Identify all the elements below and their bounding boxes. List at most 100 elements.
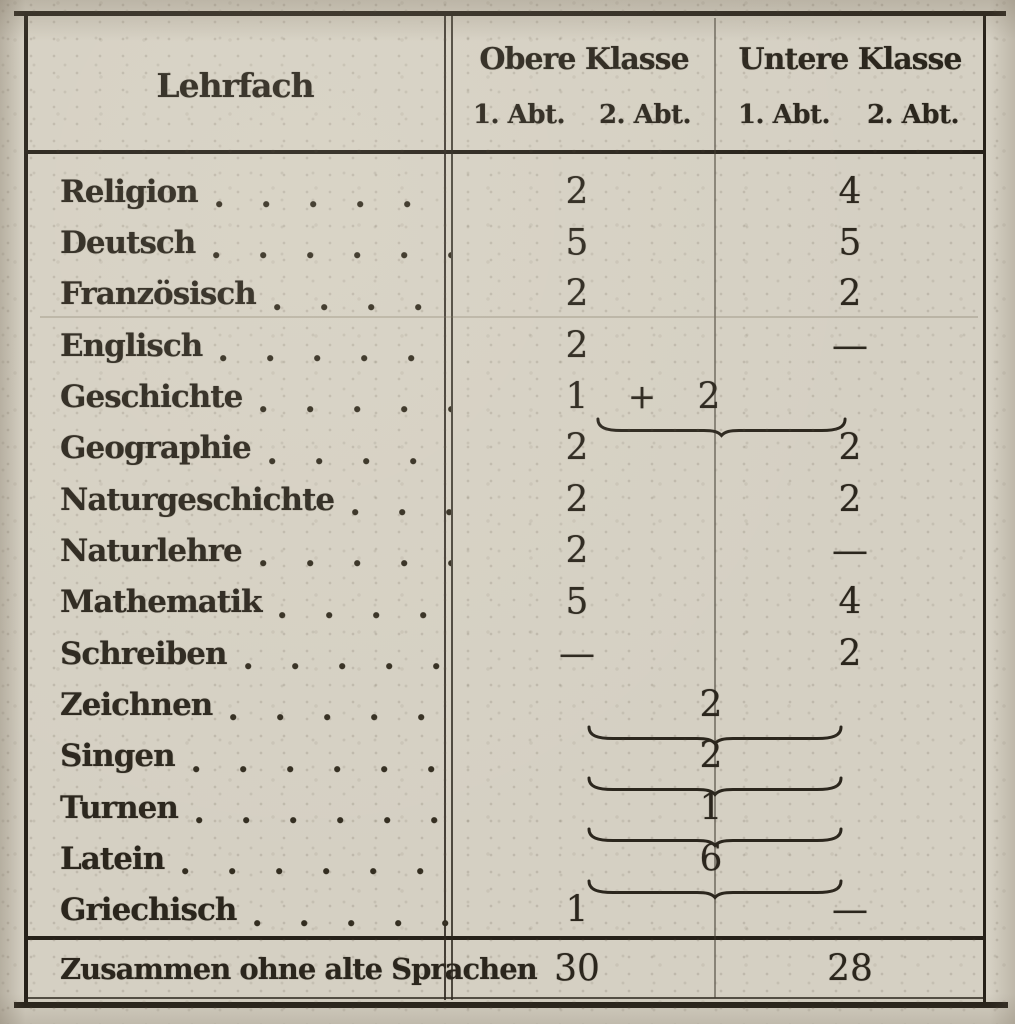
subject-cell: Geographie	[60, 423, 455, 474]
subject-name: Mathematik	[60, 584, 262, 621]
table-row-franzoesisch: Französisch 2 2	[25, 269, 983, 320]
untere-abt2-header: 2. Abt.	[866, 100, 960, 130]
table-row-schreiben: Schreiben — 2	[25, 628, 983, 679]
value-combined: 2	[699, 735, 723, 777]
value-combined: 2	[697, 376, 721, 418]
dot-leader	[244, 663, 451, 671]
subject-name: Latein	[60, 840, 165, 877]
subject-name: Griechisch	[60, 892, 237, 929]
table-row-naturgeschichte: Naturgeschichte 2 2	[25, 474, 983, 525]
obere-abt1-header: 1. Abt.	[472, 100, 566, 130]
value-obere: 5	[565, 581, 589, 623]
value-obere: 1	[565, 376, 589, 418]
class-column-divider	[714, 18, 716, 998]
subject-cell: Naturlehre	[60, 525, 455, 576]
table-row-turnen: Turnen 1	[25, 782, 983, 849]
subject-cell: Geschichte	[60, 371, 455, 422]
subject-cell: Französisch	[60, 269, 455, 320]
value-obere: 5	[565, 222, 589, 264]
dot-leader	[230, 714, 451, 722]
table-footer: Zusammen ohne alte Sprachen 30 28	[25, 941, 983, 996]
footer-total-obere: 30	[554, 948, 600, 989]
dot-leader	[182, 868, 451, 876]
subject-cell: Englisch	[60, 320, 455, 371]
subject-column-divider-inner	[451, 16, 453, 1000]
table-row-zeichnen: Zeichnen 2	[25, 679, 983, 746]
value-untere: —	[832, 325, 868, 367]
subject-name: Turnen	[60, 789, 179, 826]
dot-leader	[192, 765, 451, 773]
untere-abt1-header: 1. Abt.	[737, 100, 831, 130]
subject-name: Zeichnen	[60, 686, 213, 723]
value-untere: 4	[838, 581, 862, 623]
combined-brace	[596, 417, 847, 438]
combined-brace	[587, 879, 843, 900]
subject-cell: Mathematik	[60, 577, 455, 628]
table-row-geschichte: Geschichte 1 + 2	[25, 371, 983, 438]
subject-name: Französisch	[60, 276, 257, 313]
table-bottom-rule-thick	[14, 1002, 1008, 1008]
subject-cell: Griechisch	[60, 885, 455, 936]
footer-separator-rule	[25, 936, 983, 940]
value-untere: 2	[838, 479, 862, 521]
footer-label: Zusammen ohne alte Sprachen	[60, 951, 538, 986]
value-obere: 2	[565, 273, 589, 315]
subject-column-divider-outer	[444, 16, 446, 1000]
value-obere: 2	[565, 171, 589, 213]
dot-leader	[195, 817, 451, 825]
table-body: Religion 2 4 Deutsch 5 5 Französisch 2 2…	[25, 166, 983, 936]
obere-abt2-header: 2. Abt.	[598, 100, 692, 130]
dot-leader	[259, 560, 451, 568]
subject-cell: Schreiben	[60, 628, 455, 679]
table-row-latein: Latein 6	[25, 833, 983, 900]
table-right-border	[983, 14, 986, 1006]
value-combined: 2	[699, 684, 723, 726]
dot-leader	[254, 919, 451, 927]
value-untere: —	[832, 889, 868, 931]
value-combined: 6	[699, 838, 723, 880]
subject-cell: Latein	[60, 833, 455, 884]
subject-name: Englisch	[60, 327, 203, 364]
value-untere: 2	[838, 273, 862, 315]
combined-brace	[587, 725, 843, 746]
table-row-naturlehre: Naturlehre 2 —	[25, 525, 983, 576]
footer-total-untere: 28	[827, 948, 873, 989]
dot-leader	[352, 509, 451, 517]
dot-leader	[220, 355, 451, 363]
subject-name: Geschichte	[60, 378, 243, 415]
subject-cell: Religion	[60, 166, 455, 217]
dot-leader	[268, 457, 451, 465]
combined-brace	[587, 776, 843, 797]
obere-klasse-header: Obere Klasse	[479, 42, 689, 77]
subject-cell: Singen	[60, 731, 455, 782]
subject-name: Singen	[60, 738, 176, 775]
value-combined: 1	[699, 787, 723, 829]
table-left-border	[24, 14, 28, 1006]
subject-cell: Zeichnen	[60, 679, 455, 730]
table-row-deutsch: Deutsch 5 5	[25, 217, 983, 268]
dot-leader	[279, 611, 451, 619]
value-untere: 5	[838, 222, 862, 264]
value-untere: 4	[838, 171, 862, 213]
value-obere: 2	[565, 530, 589, 572]
subject-cell: Naturgeschichte	[60, 474, 455, 525]
scan-artifact-line	[40, 316, 978, 318]
table-row-mathematik: Mathematik 5 4	[25, 577, 983, 628]
dot-leader	[213, 252, 451, 260]
table-row-englisch: Englisch 2 —	[25, 320, 983, 371]
value-obere: 2	[565, 325, 589, 367]
subject-name: Geographie	[60, 430, 252, 467]
subject-name: Naturgeschichte	[60, 481, 335, 518]
value-untere: 2	[838, 427, 862, 469]
table-header: Lehrfach Obere Klasse Untere Klasse 1. A…	[25, 16, 983, 150]
subject-cell: Turnen	[60, 782, 455, 833]
subject-name: Naturlehre	[60, 532, 243, 569]
table-row-griechisch: Griechisch 1 —	[25, 885, 983, 936]
table-row-singen: Singen 2	[25, 731, 983, 797]
subject-column-header: Lehrfach	[156, 66, 314, 105]
dot-leader	[260, 406, 451, 414]
subject-name: Religion	[60, 173, 199, 210]
value-obere: 1	[565, 889, 589, 931]
value-untere: 2	[838, 633, 862, 675]
value-obere: 2	[565, 479, 589, 521]
